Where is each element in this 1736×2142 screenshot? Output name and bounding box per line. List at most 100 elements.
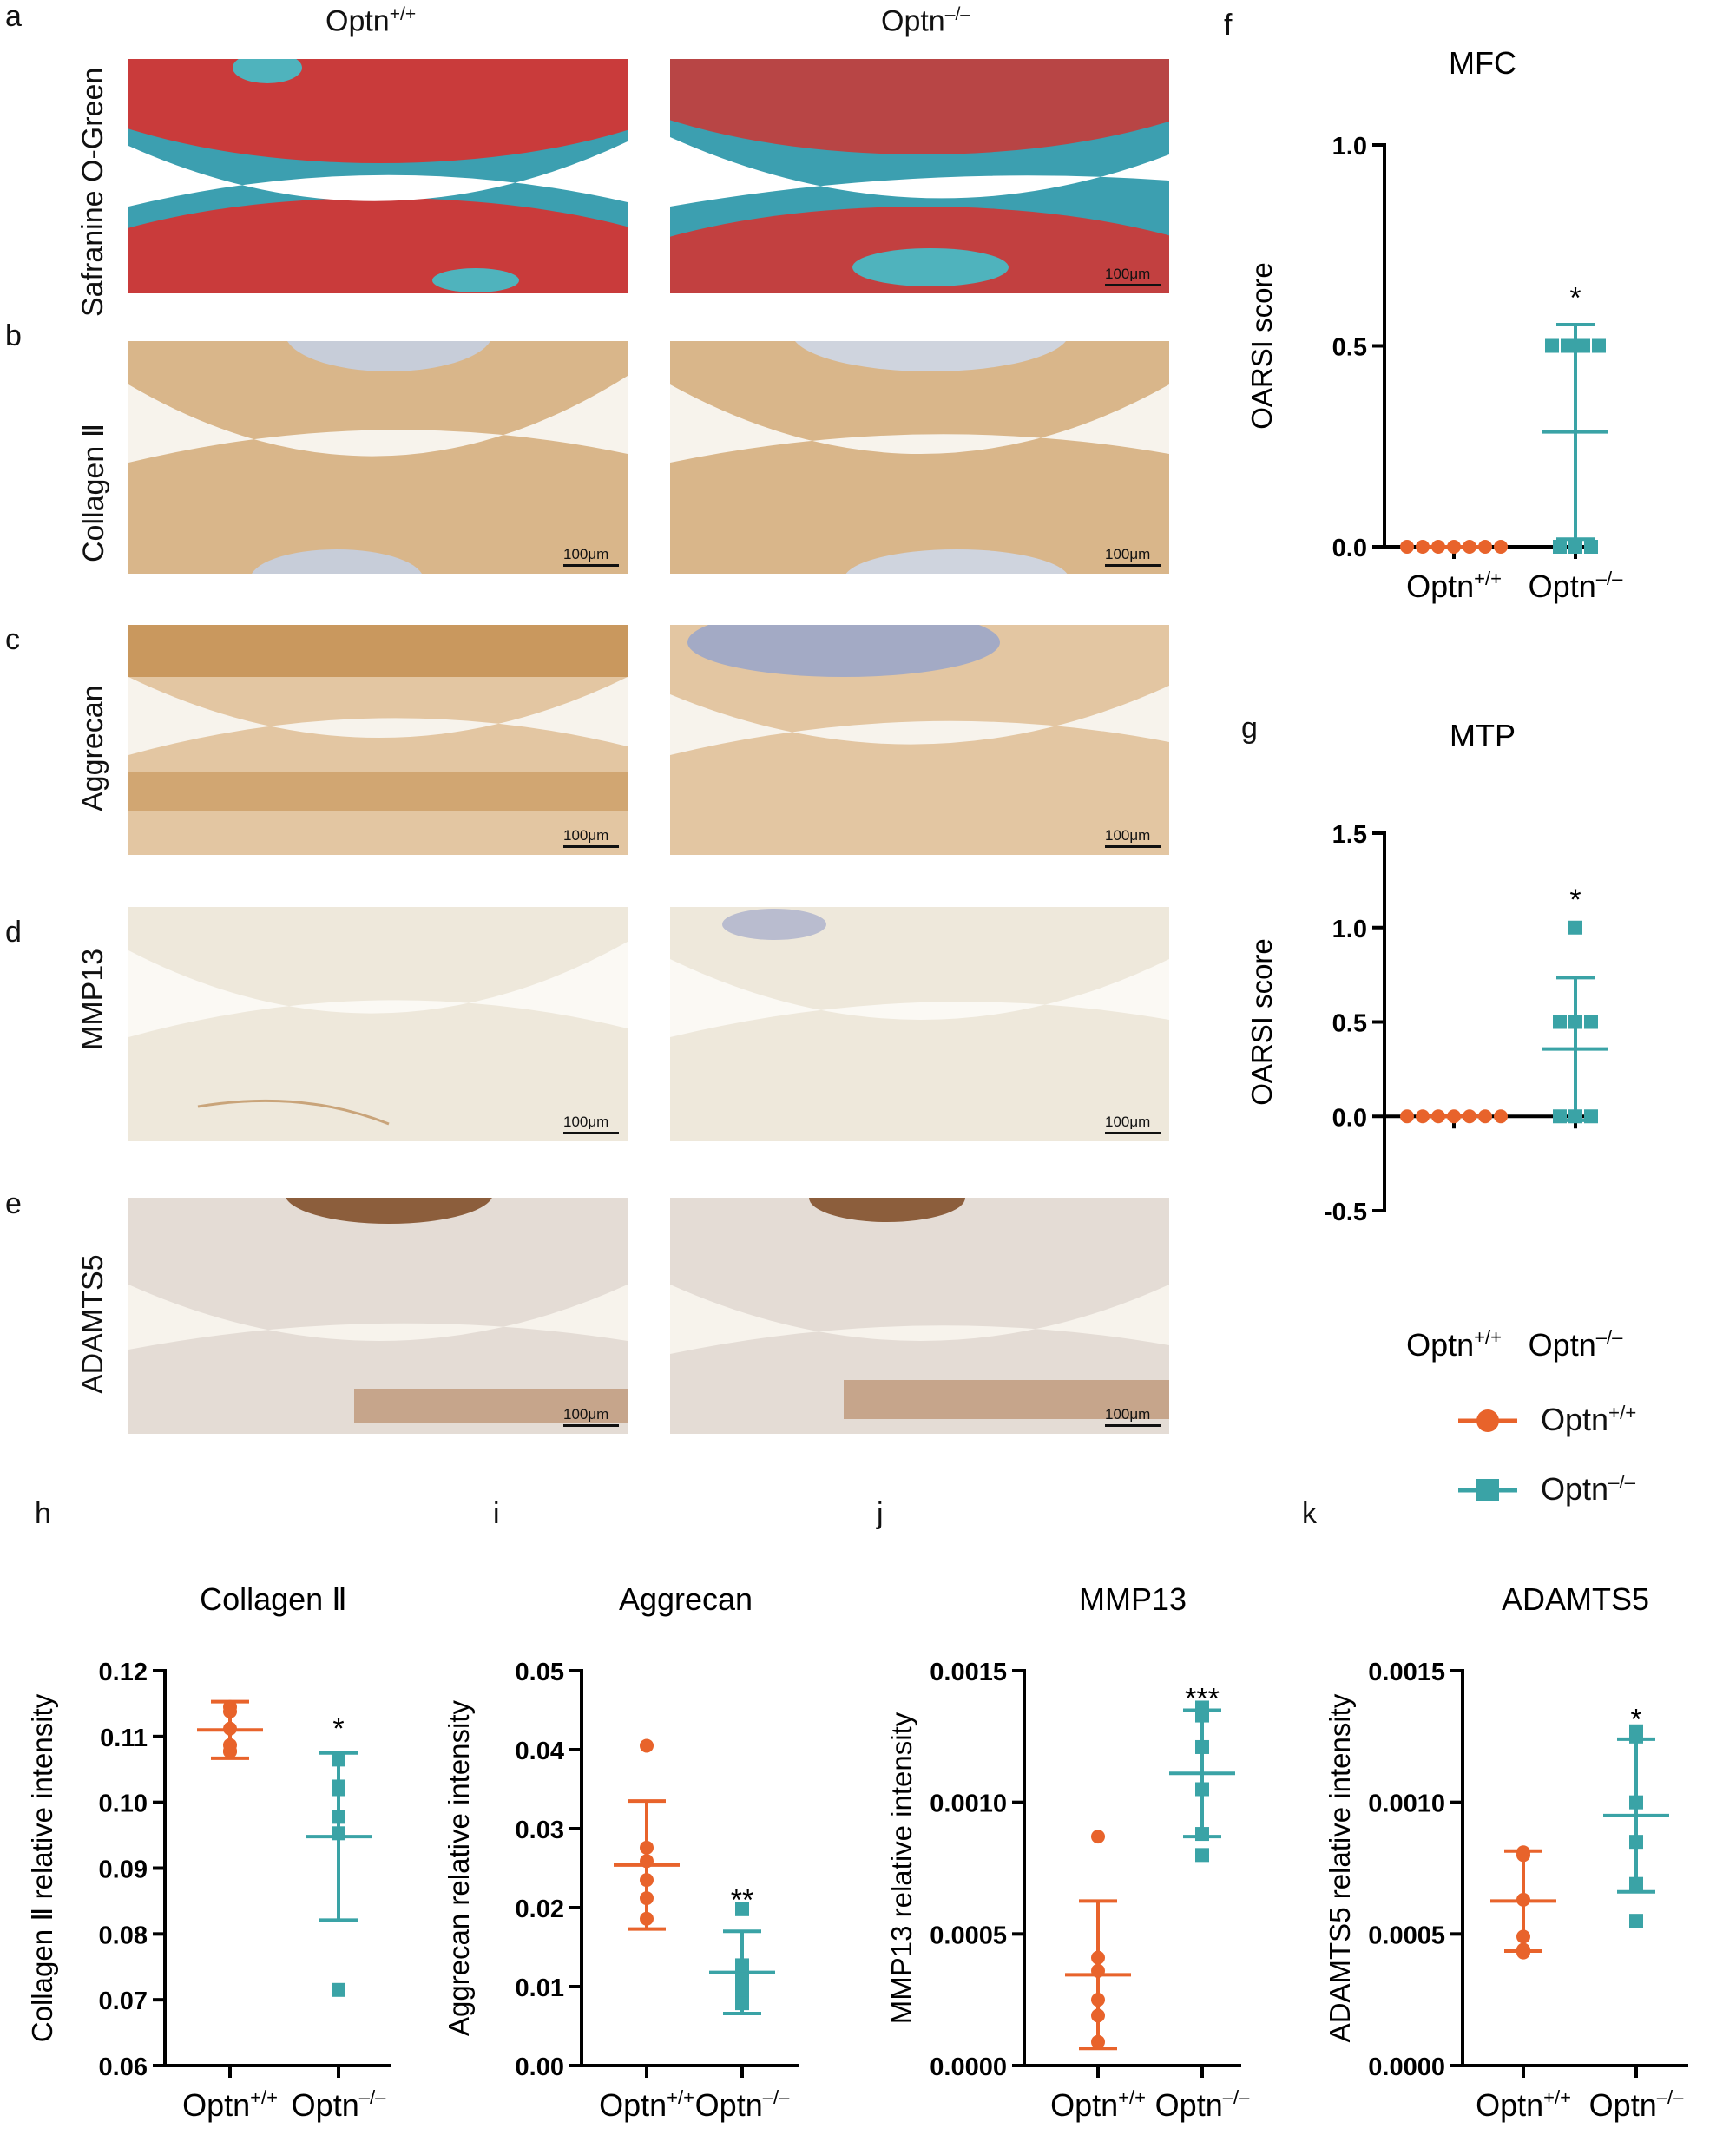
scale-bar: 100μm xyxy=(1105,827,1161,848)
chart-title: Collagen Ⅱ xyxy=(200,1581,347,1617)
panel-letter-i: i xyxy=(493,1497,500,1530)
data-point xyxy=(735,1958,749,1973)
chart-svg-h: Collagen Ⅱ Collagen Ⅱ relative intensity 0… xyxy=(26,1581,391,2123)
chart-mtp: MTP OARSI score -0.5 0.0 0.5 1.0 1.5 Optn+/+ Opt… xyxy=(1246,712,1667,1363)
scale-bar: 100μm xyxy=(1105,1114,1161,1134)
scale-bar-label: 100μm xyxy=(1105,1114,1151,1130)
data-point xyxy=(1091,1950,1105,1965)
row-label-collagen: Collagen Ⅱ xyxy=(77,423,110,562)
data-point xyxy=(1416,1109,1430,1124)
significance-marker: * xyxy=(1569,281,1581,314)
data-point xyxy=(1592,338,1606,353)
column-header-wt: Optn+/+ xyxy=(326,4,416,38)
data-point xyxy=(332,1752,345,1767)
y-tick-label: 1.0 xyxy=(1332,133,1367,161)
x-tick-label: Optn+/+ xyxy=(1406,568,1502,604)
panel-letter-j: j xyxy=(877,1497,884,1530)
data-point xyxy=(1091,2034,1105,2049)
data-point xyxy=(332,1810,345,1824)
y-tick-label: 0.12 xyxy=(99,1659,148,1686)
scale-bar-label: 100μm xyxy=(1105,266,1151,282)
histology-image-adamts5-wt: 100μm xyxy=(128,1198,628,1434)
panel-letter-h: h xyxy=(35,1497,51,1530)
data-point xyxy=(1416,540,1430,554)
row-label-adamts5: ADAMTS5 xyxy=(76,1254,109,1394)
y-axis-label: OARSI score xyxy=(1246,262,1278,430)
data-point xyxy=(1494,540,1508,554)
x-tick-label: Optn–/– xyxy=(1589,2086,1684,2123)
data-point xyxy=(223,1744,237,1759)
y-tick-label: 0.11 xyxy=(100,1725,148,1752)
y-axis-label: Aggrecan relative intensity xyxy=(443,1699,475,2036)
data-point xyxy=(640,1911,654,1926)
panel-letter-a: a xyxy=(5,0,22,33)
data-point xyxy=(1516,1929,1530,1944)
chart-aggrecan: Aggrecan Aggrecan relative intensity 0.00 0… xyxy=(443,1575,833,2131)
legend-sup-ko: –/– xyxy=(1608,1471,1636,1493)
x-tick-label: Optn–/– xyxy=(1529,568,1623,604)
data-point xyxy=(1561,338,1575,353)
data-point xyxy=(1568,540,1582,554)
data-point xyxy=(332,1982,345,1997)
y-tick-label: 0.06 xyxy=(99,2053,148,2081)
histology-image-adamts5-ko: 100μm xyxy=(670,1198,1169,1434)
y-tick-label: 0.0 xyxy=(1332,535,1367,562)
chart-collagen: Collagen Ⅱ Collagen Ⅱ relative intensity 0… xyxy=(9,1575,425,2131)
y-tick-label: 0.10 xyxy=(99,1790,148,1818)
y-tick-label: 0.00 xyxy=(516,2053,564,2081)
data-point xyxy=(1516,1892,1530,1907)
data-point xyxy=(332,1782,345,1797)
panel-letter-f: f xyxy=(1224,9,1233,42)
histology-image-collagen-wt: 100μm xyxy=(128,341,628,574)
y-tick-label: 0.04 xyxy=(516,1738,564,1765)
panel-letter-g: g xyxy=(1241,712,1258,745)
significance-marker: ** xyxy=(731,1883,753,1916)
y-tick-label: 0.05 xyxy=(516,1659,564,1686)
data-point xyxy=(735,1902,749,1916)
data-point xyxy=(640,1738,654,1753)
chart-svg-g: MTP OARSI score -0.5 0.0 0.5 1.0 1.5 Optn+/+ Opt… xyxy=(1246,718,1623,1363)
x-tick-label: Optn–/– xyxy=(292,2086,386,2123)
data-point xyxy=(1629,1876,1643,1891)
significance-marker: * xyxy=(1630,1704,1641,1737)
y-tick-label: 0.02 xyxy=(516,1896,564,1923)
histology-image-aggrecan-wt: 100μm xyxy=(128,625,628,855)
data-point xyxy=(1494,1109,1508,1124)
scale-bar-label: 100μm xyxy=(563,1406,609,1423)
data-point xyxy=(1576,338,1590,353)
scale-bar: 100μm xyxy=(1105,266,1161,286)
scale-bar: 100μm xyxy=(1105,546,1161,567)
data-point xyxy=(1195,1827,1209,1842)
y-tick-label: 0.5 xyxy=(1332,1010,1367,1038)
x-tick-label: Optn+/+ xyxy=(1050,2086,1146,2123)
panel-letter-c: c xyxy=(5,623,20,656)
chart-title: ADAMTS5 xyxy=(1502,1581,1649,1617)
panel-letter-k: k xyxy=(1302,1497,1317,1530)
y-tick-label: 0.03 xyxy=(516,1817,564,1844)
chart-title: MFC xyxy=(1449,45,1516,81)
scale-bar-label: 100μm xyxy=(1105,827,1151,844)
scale-bar: 100μm xyxy=(1105,1406,1161,1427)
chart-adamts5: ADAMTS5 ADAMTS5 relative intensity 0.0000 0… xyxy=(1306,1575,1723,2131)
significance-marker: * xyxy=(1569,884,1581,917)
data-point xyxy=(1431,540,1445,554)
scale-bar-label: 100μm xyxy=(563,546,609,562)
column-header-ko-sup: –/– xyxy=(944,4,971,24)
column-header-ko-text: Optn xyxy=(881,4,945,38)
x-tick-label: Optn+/+ xyxy=(182,2086,278,2123)
row-label-mmp13: MMP13 xyxy=(76,948,109,1050)
legend-marker-circle xyxy=(1476,1409,1499,1432)
y-tick-label: 1.5 xyxy=(1332,821,1367,849)
data-point xyxy=(1091,1963,1105,1978)
scale-bar-label: 100μm xyxy=(1105,1406,1151,1423)
data-point xyxy=(223,1705,237,1719)
legend-label-wt: Optn xyxy=(1541,1402,1609,1437)
data-point xyxy=(1091,1830,1105,1844)
chart-title: MTP xyxy=(1450,718,1516,753)
legend-marker-square xyxy=(1476,1479,1499,1501)
y-tick-label: 0.0010 xyxy=(930,1790,1007,1818)
y-tick-label: 1.0 xyxy=(1332,916,1367,943)
x-tick-label: Optn–/– xyxy=(695,2086,790,2123)
data-point xyxy=(332,1826,345,1841)
data-point xyxy=(1629,1835,1643,1850)
